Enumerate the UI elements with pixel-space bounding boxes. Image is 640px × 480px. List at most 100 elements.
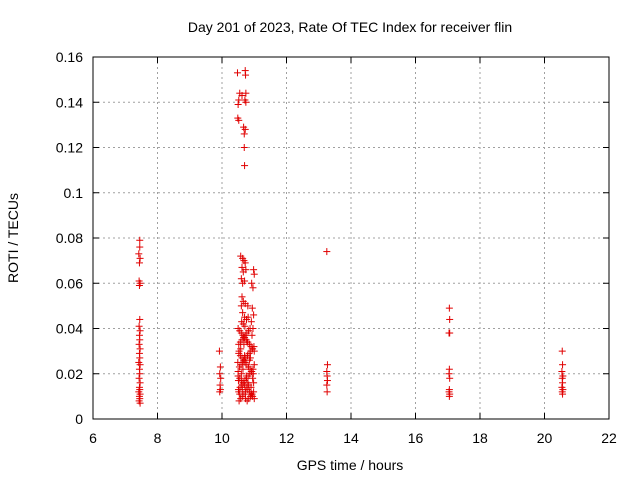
x-tick-label: 10 bbox=[214, 430, 230, 446]
data-point bbox=[446, 374, 454, 382]
data-point bbox=[323, 381, 331, 389]
data-point bbox=[246, 354, 254, 362]
data-point bbox=[242, 395, 250, 403]
data-point bbox=[239, 365, 247, 373]
data-point bbox=[249, 325, 257, 332]
x-tick-label: 22 bbox=[601, 430, 617, 446]
chart-title: Day 201 of 2023, Rate Of TEC Index for r… bbox=[188, 19, 512, 35]
x-tick-label: 8 bbox=[154, 430, 162, 446]
data-point bbox=[135, 282, 143, 290]
data-point bbox=[250, 379, 258, 387]
data-point bbox=[241, 125, 249, 133]
y-tick-label: 0.04 bbox=[56, 321, 83, 337]
data-point bbox=[242, 89, 250, 97]
data-point bbox=[237, 370, 245, 378]
y-tick-labels: 0 0.02 0.04 0.06 0.08 0.1 0.12 0.14 0.16 bbox=[56, 49, 83, 427]
data-point bbox=[248, 331, 256, 339]
data-point bbox=[238, 386, 246, 394]
data-point bbox=[323, 248, 331, 256]
data-point bbox=[237, 302, 245, 310]
data-point bbox=[250, 266, 258, 274]
data-point bbox=[240, 144, 248, 151]
y-tick-label: 0.14 bbox=[56, 94, 83, 110]
data-point bbox=[250, 311, 258, 319]
y-tick-label: 0.02 bbox=[56, 366, 83, 382]
y-axis-label: ROTI / TECUs bbox=[5, 193, 21, 283]
data-point bbox=[237, 345, 245, 353]
data-point bbox=[558, 367, 566, 375]
data-point bbox=[242, 372, 250, 380]
data-point bbox=[136, 327, 144, 335]
data-point bbox=[445, 370, 453, 378]
data-point bbox=[216, 363, 224, 371]
data-point bbox=[136, 345, 144, 353]
data-point bbox=[235, 116, 243, 124]
data-point bbox=[323, 361, 331, 369]
y-tick-label: 0.1 bbox=[64, 185, 84, 201]
data-point bbox=[250, 270, 258, 278]
data-point bbox=[238, 91, 246, 99]
data-point bbox=[136, 361, 144, 369]
data-point bbox=[135, 322, 143, 330]
data-point bbox=[242, 71, 250, 79]
data-point bbox=[238, 293, 246, 301]
data-point bbox=[245, 381, 253, 389]
data-point bbox=[241, 259, 249, 267]
y-tick-label: 0.06 bbox=[56, 275, 83, 291]
data-point bbox=[240, 130, 248, 138]
data-point bbox=[243, 338, 251, 346]
x-tick-label: 6 bbox=[89, 430, 97, 446]
data-point bbox=[136, 243, 144, 251]
data-point bbox=[136, 254, 144, 262]
y-tick-label: 0.08 bbox=[56, 230, 83, 246]
data-point bbox=[559, 379, 567, 387]
data-point bbox=[136, 354, 144, 362]
data-point bbox=[250, 361, 258, 369]
data-point bbox=[559, 390, 567, 398]
x-tick-labels: 6 8 10 12 14 16 18 20 22 bbox=[89, 430, 617, 446]
data-point bbox=[135, 259, 143, 267]
data-point bbox=[250, 343, 258, 351]
data-point bbox=[558, 347, 566, 355]
x-tick-label: 18 bbox=[472, 430, 488, 446]
data-point bbox=[135, 340, 143, 348]
x-tick-label: 12 bbox=[279, 430, 295, 446]
x-axis-label: GPS time / hours bbox=[297, 457, 404, 473]
y-tick-label: 0 bbox=[75, 411, 83, 427]
data-point bbox=[323, 377, 331, 385]
data-point bbox=[446, 315, 454, 323]
x-tick-label: 16 bbox=[408, 430, 424, 446]
data-point bbox=[247, 318, 255, 326]
y-tick-label: 0.12 bbox=[56, 140, 83, 156]
data-point bbox=[238, 318, 246, 326]
data-point bbox=[234, 358, 242, 366]
axis-ticks bbox=[92, 56, 610, 420]
data-point bbox=[244, 302, 252, 310]
data-point bbox=[136, 370, 144, 378]
data-point bbox=[244, 313, 252, 321]
data-point bbox=[239, 309, 247, 317]
data-point bbox=[136, 399, 144, 407]
data-point bbox=[241, 322, 249, 330]
data-point bbox=[242, 98, 250, 106]
data-point bbox=[248, 304, 256, 312]
data-point bbox=[136, 315, 144, 323]
data-point bbox=[236, 390, 244, 398]
data-point bbox=[238, 263, 246, 271]
data-point bbox=[239, 268, 247, 276]
grid-lines bbox=[93, 57, 609, 419]
data-point bbox=[241, 162, 249, 170]
data-point bbox=[248, 279, 256, 287]
y-tick-label: 0.16 bbox=[56, 49, 83, 65]
data-point bbox=[234, 101, 242, 109]
data-point bbox=[233, 69, 241, 77]
data-point bbox=[235, 96, 243, 104]
x-tick-label: 20 bbox=[537, 430, 553, 446]
data-point bbox=[136, 379, 144, 387]
data-point bbox=[249, 374, 257, 382]
data-point bbox=[241, 352, 249, 360]
data-point bbox=[217, 374, 225, 382]
data-point bbox=[136, 236, 144, 244]
